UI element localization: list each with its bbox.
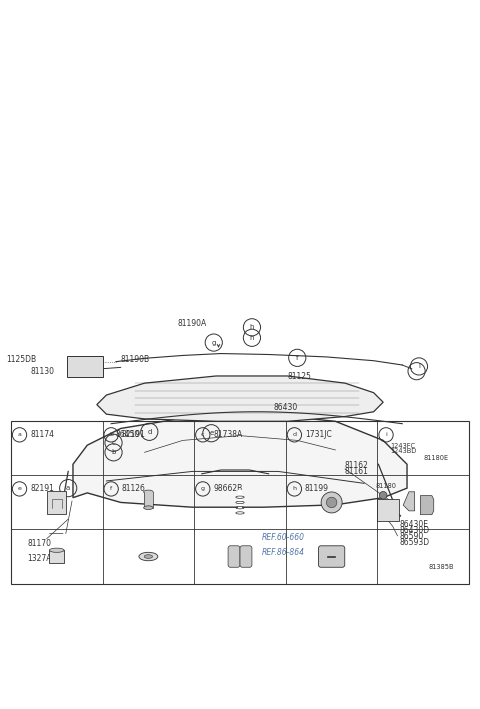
FancyBboxPatch shape [67, 356, 103, 377]
Text: 81180E: 81180E [423, 455, 448, 461]
Ellipse shape [144, 490, 153, 493]
Circle shape [53, 498, 64, 509]
Text: 81190A: 81190A [178, 319, 207, 328]
Text: 1125DB: 1125DB [6, 354, 36, 364]
Text: 81170: 81170 [28, 539, 52, 548]
Circle shape [379, 491, 387, 499]
Text: 86430: 86430 [274, 403, 298, 413]
Circle shape [326, 497, 337, 508]
Text: 82191: 82191 [30, 484, 54, 493]
Text: d: d [292, 432, 297, 437]
Text: g: g [201, 486, 205, 491]
Text: f: f [110, 486, 112, 491]
Text: 81199: 81199 [305, 484, 329, 493]
Polygon shape [420, 496, 434, 515]
Text: 81162: 81162 [345, 461, 369, 470]
Text: 81174: 81174 [30, 430, 54, 440]
Text: 81190B: 81190B [120, 354, 150, 364]
Text: REF.86-864: REF.86-864 [262, 548, 304, 557]
Text: e: e [18, 486, 22, 491]
Text: 81385B: 81385B [428, 564, 454, 570]
FancyBboxPatch shape [228, 546, 240, 567]
Text: a: a [18, 432, 22, 437]
Text: 81180: 81180 [375, 484, 396, 489]
FancyBboxPatch shape [240, 546, 252, 567]
Text: e: e [209, 430, 214, 436]
Text: 1327AC: 1327AC [28, 554, 57, 563]
Text: h: h [250, 335, 254, 341]
Polygon shape [403, 492, 415, 511]
Text: 81130: 81130 [30, 367, 54, 376]
Text: b: b [109, 432, 113, 437]
Text: h: h [292, 486, 297, 491]
Text: REF.60-660: REF.60-660 [262, 532, 304, 542]
Text: 86593D: 86593D [400, 537, 430, 547]
Polygon shape [73, 414, 407, 507]
Text: h: h [250, 324, 254, 330]
Text: f: f [296, 354, 299, 361]
Text: a: a [66, 485, 71, 491]
Text: 98662B: 98662B [213, 484, 242, 493]
Ellipse shape [144, 506, 153, 510]
Ellipse shape [144, 554, 153, 559]
Text: 81126: 81126 [121, 484, 145, 493]
Text: 86430E: 86430E [400, 520, 429, 530]
FancyBboxPatch shape [377, 498, 399, 520]
Bar [144, 492, 153, 508]
Text: g: g [212, 340, 216, 345]
Text: 1243FC: 1243FC [390, 442, 415, 449]
Text: 81738A: 81738A [213, 430, 242, 440]
Ellipse shape [139, 552, 158, 561]
Text: 1243BD: 1243BD [390, 448, 416, 454]
Text: i: i [418, 364, 420, 369]
Polygon shape [97, 376, 383, 421]
Bar [47, 491, 66, 514]
Text: b: b [111, 450, 116, 455]
Text: 81125: 81125 [288, 372, 312, 381]
Text: 1731JC: 1731JC [305, 430, 332, 440]
Bar [49, 550, 64, 563]
Text: 86430D: 86430D [400, 526, 430, 535]
Text: i: i [385, 432, 387, 437]
Circle shape [321, 492, 342, 513]
Text: c: c [201, 432, 204, 437]
Text: 86450: 86450 [116, 430, 140, 439]
Bar [11, 421, 469, 584]
Text: d: d [147, 429, 152, 435]
FancyBboxPatch shape [319, 546, 345, 567]
Text: 82191: 82191 [121, 430, 145, 440]
Text: c: c [111, 440, 116, 446]
Ellipse shape [49, 548, 64, 552]
Text: 81161: 81161 [345, 467, 369, 476]
Text: 86590: 86590 [400, 532, 424, 541]
